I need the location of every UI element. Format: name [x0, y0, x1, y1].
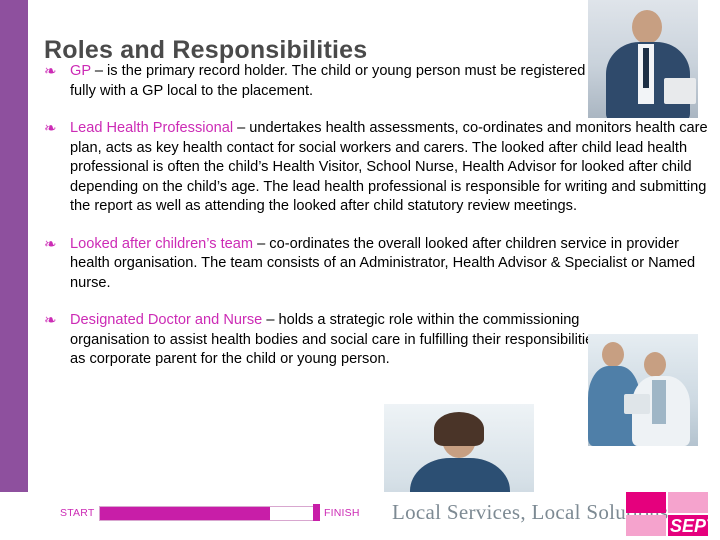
progress-fill	[100, 507, 270, 520]
bullet-list: ❧ GP – is the primary record holder. The…	[42, 62, 708, 388]
list-item-term: Looked after children’s team	[70, 235, 254, 252]
staff-head-2	[644, 352, 666, 377]
logo-square-3	[626, 515, 666, 536]
photo-man-tie	[643, 48, 649, 88]
staff-clipboard	[624, 394, 650, 414]
list-item-term: Designated Doctor and Nurse	[70, 312, 263, 328]
list-item: ❧ GP – is the primary record holder. The…	[42, 62, 590, 101]
photo-man-head	[632, 10, 662, 44]
list-item-term: GP	[70, 63, 91, 79]
list-item: ❧ Designated Doctor and Nurse – holds a …	[42, 311, 610, 370]
staff-head-1	[602, 342, 624, 367]
photo-man-folder	[664, 78, 696, 104]
bullet-marker-icon: ❧	[44, 234, 57, 253]
list-item: ❧ Looked after children’s team – co-ordi…	[42, 235, 718, 294]
progress-track	[99, 506, 315, 521]
page-title: Roles and Responsibilities	[44, 35, 368, 64]
list-item-text: – co-ordinates the overall looked after …	[70, 235, 696, 291]
logo-square-4	[668, 515, 708, 536]
nurse-hair	[434, 412, 484, 446]
progress-indicator: START FINISH	[60, 504, 370, 522]
list-item-text: – holds a strategic role within the comm…	[70, 312, 601, 367]
bullet-marker-icon: ❧	[44, 311, 57, 329]
progress-finish-label: FINISH	[324, 507, 360, 519]
list-item-term: Lead Health Professional	[70, 120, 234, 136]
logo-square-2	[668, 492, 708, 513]
list-item: ❧ Lead Health Professional – undertakes …	[42, 119, 718, 217]
footer-tagline: Local Services, Local Solutions	[392, 500, 669, 524]
bullet-marker-icon: ❧	[44, 62, 57, 80]
list-item-text: – is the primary record holder. The chil…	[70, 63, 586, 99]
logo-text: SEPT	[670, 516, 718, 536]
list-item-text: – undertakes health assessments, co-ordi…	[70, 120, 708, 214]
logo-square-1	[626, 492, 666, 513]
progress-start-label: START	[60, 507, 95, 519]
sept-logo: SEPT	[626, 492, 718, 538]
photo-clinical-staff	[588, 334, 698, 446]
progress-marker	[313, 504, 320, 521]
staff-shirt-2	[652, 380, 666, 424]
left-accent-bar	[0, 0, 28, 492]
bullet-marker-icon: ❧	[44, 119, 57, 137]
photo-businessman	[588, 0, 698, 118]
